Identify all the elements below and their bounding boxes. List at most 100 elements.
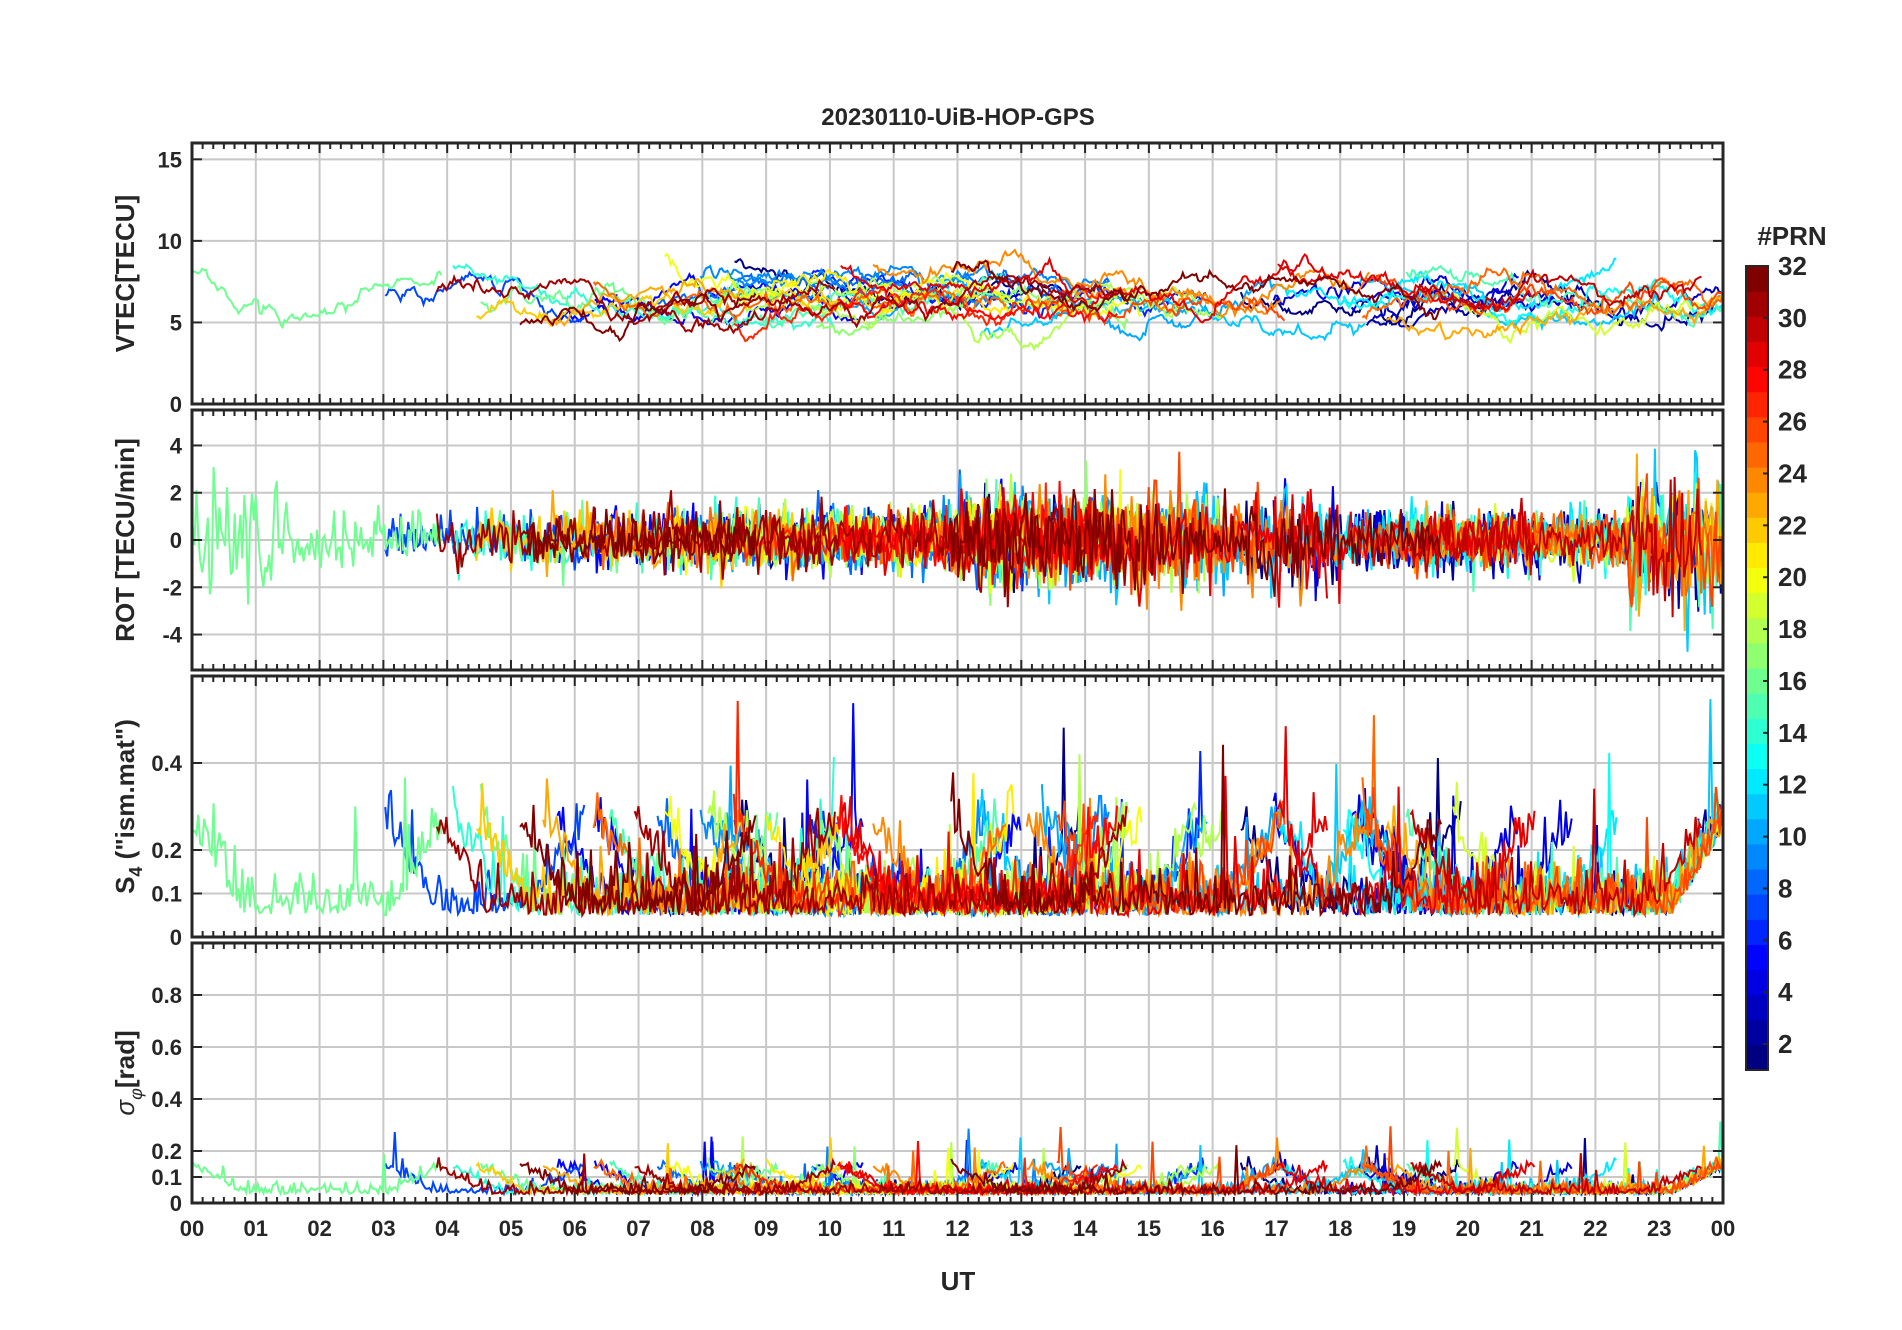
x-axis-label: UT xyxy=(941,1266,976,1296)
colorbar-segment xyxy=(1746,642,1768,669)
plot-frame xyxy=(190,941,1725,1205)
x-tick-label: 07 xyxy=(626,1216,650,1241)
y-tick-label: -4 xyxy=(162,623,182,648)
prn-series-32 xyxy=(950,744,1443,918)
colorbar-segment xyxy=(1746,316,1768,342)
colorbar-tick-label: 14 xyxy=(1778,718,1807,748)
x-tick-label: 00 xyxy=(1711,1216,1735,1241)
y-axis-label: VTEC[TECU] xyxy=(110,195,140,352)
colorbar-segment xyxy=(1746,693,1768,719)
colorbar-segment xyxy=(1746,994,1768,1021)
colorbar-tick-label: 26 xyxy=(1778,407,1807,437)
colorbar-frame xyxy=(1745,265,1769,1071)
colorbar-segment xyxy=(1746,617,1768,644)
prn-series-29 xyxy=(1277,726,1536,916)
x-tick-label: 20 xyxy=(1456,1216,1480,1241)
prn-series-24 xyxy=(1025,267,1371,319)
colorbar-tick-label: 30 xyxy=(1778,303,1807,333)
colorbar-segment xyxy=(1746,1044,1768,1071)
prn-series-26 xyxy=(1056,1126,1286,1196)
prn-series-19 xyxy=(1452,293,1723,345)
y-axis-label: S4 ("ism.mat") xyxy=(110,719,146,894)
x-tick-label: 11 xyxy=(882,1216,905,1241)
plot-frame xyxy=(190,674,1725,939)
prn-series-14 xyxy=(452,263,835,332)
colorbar-segment xyxy=(1746,592,1768,619)
x-tick-label: 00 xyxy=(180,1216,204,1241)
x-tick-label: 17 xyxy=(1264,1216,1288,1241)
prn-series-7 xyxy=(384,1131,586,1197)
prn-series-30 xyxy=(1410,1153,1703,1197)
colorbar-title: #PRN xyxy=(1757,221,1826,251)
colorbar-tick-label: 32 xyxy=(1778,251,1807,281)
x-tick-label: 09 xyxy=(754,1216,778,1241)
y-tick-label: 0.2 xyxy=(151,838,182,863)
prn-series-32 xyxy=(950,259,1442,321)
prn-series-15 xyxy=(1405,264,1723,329)
prn-series-16 xyxy=(192,777,443,917)
prn-series-32 xyxy=(519,1161,756,1197)
x-axis-tick-labels: 00 01 02 03 04 05 06 07 08 09 10 11 12 13 14 15 16 17 18 19… xyxy=(180,1216,1735,1241)
colorbar-segment xyxy=(1746,668,1768,694)
colorbar-segment xyxy=(1746,969,1768,996)
y-axis-tick-labels: 0 0.1 0.2 0.4 xyxy=(151,751,1723,950)
prn-series-31 xyxy=(435,807,836,919)
prn-series-31 xyxy=(435,496,836,576)
x-tick-label: 08 xyxy=(690,1216,714,1241)
y-axis-tick-labels: -4 -2 0 2 4 xyxy=(162,433,1723,648)
prn-series-32 xyxy=(519,508,757,572)
colorbar-segment xyxy=(1746,567,1768,594)
prn-series-29 xyxy=(840,775,1328,919)
y-tick-label: 0.6 xyxy=(151,1035,182,1060)
colorbar-tick-label: 4 xyxy=(1778,977,1793,1007)
y-axis-tick-labels: 00.10.2 0.4 0.6 0.8 xyxy=(151,983,1723,1216)
traces xyxy=(192,1121,1723,1198)
colorbar-tick-label: 22 xyxy=(1778,510,1807,540)
prn-series-31 xyxy=(634,1158,1128,1198)
x-tick-label: 02 xyxy=(307,1216,331,1241)
y-tick-label: 0 xyxy=(170,528,182,553)
colorbar-segment xyxy=(1746,768,1768,795)
colorbar-tick-label: 20 xyxy=(1778,562,1807,592)
prn-series-26 xyxy=(1056,290,1286,327)
x-tick-label: 14 xyxy=(1073,1216,1098,1241)
colorbar-segment xyxy=(1746,467,1768,493)
colorbar-tick-label: 24 xyxy=(1778,458,1807,488)
colorbar-segment xyxy=(1746,743,1768,770)
prn-series-30 xyxy=(1409,476,1703,618)
x-tick-label: 03 xyxy=(371,1216,395,1241)
colorbar-segment xyxy=(1746,793,1768,820)
traces xyxy=(192,248,1723,352)
rot-panel: -4 -2 0 2 4 ROT [TECU/min] xyxy=(110,408,1725,672)
prn-series-11 xyxy=(979,294,1366,342)
x-tick-label: 22 xyxy=(1583,1216,1607,1241)
x-tick-label: 12 xyxy=(945,1216,969,1241)
s4-panel: 0 0.1 0.2 0.4S4 ("ism.mat") xyxy=(110,674,1725,950)
prn-series-29 xyxy=(839,487,1328,608)
x-tick-label: 16 xyxy=(1200,1216,1224,1241)
prn-series-32 xyxy=(950,488,1443,598)
prn-series-16 xyxy=(192,1154,443,1197)
y-tick-label: 0 xyxy=(170,925,182,950)
colorbar-segment xyxy=(1746,869,1768,895)
x-tick-label: 10 xyxy=(818,1216,842,1241)
prn-series-29 xyxy=(1277,253,1536,313)
colorbar-tick-label: 28 xyxy=(1778,355,1807,385)
y-tick-label: 0.2 xyxy=(151,1139,182,1164)
y-tick-label: 0.1 xyxy=(151,1165,182,1190)
y-tick-label: 0 xyxy=(170,392,182,417)
x-tick-label: 04 xyxy=(435,1216,460,1241)
x-tick-label: 18 xyxy=(1328,1216,1352,1241)
colorbar-segment xyxy=(1746,944,1768,971)
colorbar-segment xyxy=(1746,266,1768,292)
colorbar-segment xyxy=(1746,291,1768,317)
plot-frame xyxy=(190,141,1725,406)
y-axis-tick-labels: 0 5 10 15 xyxy=(158,147,1723,417)
prn-series-31 xyxy=(435,273,836,335)
colorbar-segment xyxy=(1746,919,1768,945)
prn-series-32 xyxy=(950,1145,1443,1198)
colorbar-segment xyxy=(1746,492,1768,518)
y-tick-label: 10 xyxy=(158,229,182,254)
x-tick-label: 13 xyxy=(1009,1216,1033,1241)
